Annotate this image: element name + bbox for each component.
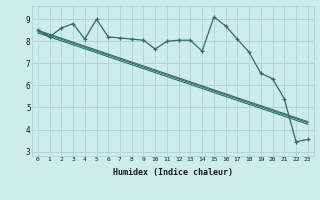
X-axis label: Humidex (Indice chaleur): Humidex (Indice chaleur) [113, 168, 233, 177]
